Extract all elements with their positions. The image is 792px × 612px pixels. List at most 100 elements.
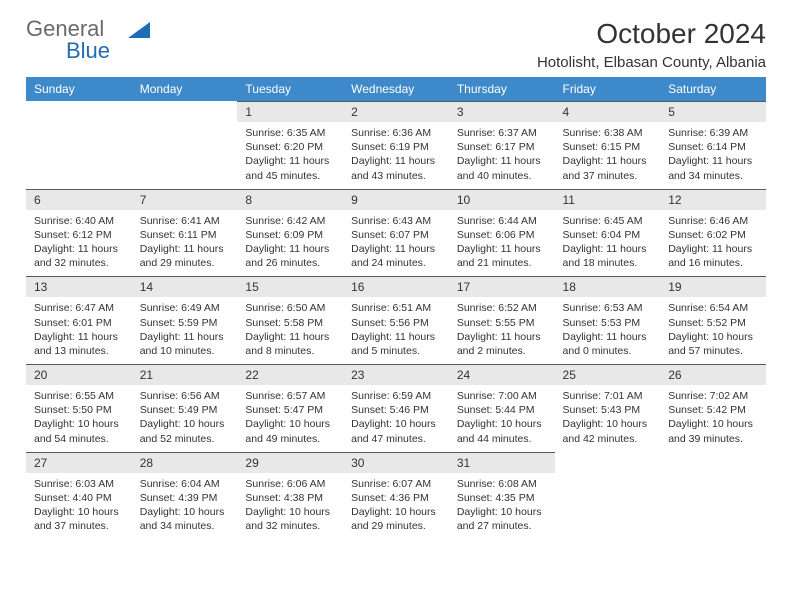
daylight-line: Daylight: 11 hours and 16 minutes. — [668, 242, 758, 270]
daylight-line: Daylight: 10 hours and 49 minutes. — [245, 417, 335, 445]
calendar-day-cell: 11Sunrise: 6:45 AMSunset: 6:04 PMDayligh… — [555, 189, 661, 277]
sunset-line: Sunset: 6:02 PM — [668, 228, 758, 242]
sunset-line: Sunset: 5:50 PM — [34, 403, 124, 417]
logo-triangle-icon — [128, 20, 154, 42]
sunset-line: Sunset: 6:17 PM — [457, 140, 547, 154]
sunrise-line: Sunrise: 6:47 AM — [34, 301, 124, 315]
day-details: Sunrise: 6:06 AMSunset: 4:38 PMDaylight:… — [237, 473, 343, 540]
sunrise-line: Sunrise: 6:45 AM — [563, 214, 653, 228]
day-details: Sunrise: 6:47 AMSunset: 6:01 PMDaylight:… — [26, 297, 132, 364]
sunrise-line: Sunrise: 6:07 AM — [351, 477, 441, 491]
sunset-line: Sunset: 5:46 PM — [351, 403, 441, 417]
day-details: Sunrise: 7:02 AMSunset: 5:42 PMDaylight:… — [660, 385, 766, 452]
sunrise-line: Sunrise: 6:42 AM — [245, 214, 335, 228]
logo-text-blue: Blue — [66, 38, 110, 63]
day-number: 1 — [237, 101, 343, 122]
daylight-line: Daylight: 10 hours and 44 minutes. — [457, 417, 547, 445]
sunrise-line: Sunrise: 7:02 AM — [668, 389, 758, 403]
sunset-line: Sunset: 5:53 PM — [563, 316, 653, 330]
calendar-day-cell: 30Sunrise: 6:07 AMSunset: 4:36 PMDayligh… — [343, 452, 449, 540]
daylight-line: Daylight: 11 hours and 13 minutes. — [34, 330, 124, 358]
sunset-line: Sunset: 5:43 PM — [563, 403, 653, 417]
calendar-day-cell: 10Sunrise: 6:44 AMSunset: 6:06 PMDayligh… — [449, 189, 555, 277]
day-number: 23 — [343, 364, 449, 385]
calendar-day-cell: 25Sunrise: 7:01 AMSunset: 5:43 PMDayligh… — [555, 364, 661, 452]
day-number: 17 — [449, 276, 555, 297]
sunrise-line: Sunrise: 6:50 AM — [245, 301, 335, 315]
calendar-day-cell — [660, 452, 766, 540]
day-details: Sunrise: 6:44 AMSunset: 6:06 PMDaylight:… — [449, 210, 555, 277]
sunrise-line: Sunrise: 6:43 AM — [351, 214, 441, 228]
daylight-line: Daylight: 11 hours and 34 minutes. — [668, 154, 758, 182]
sunrise-line: Sunrise: 6:35 AM — [245, 126, 335, 140]
daylight-line: Daylight: 11 hours and 5 minutes. — [351, 330, 441, 358]
day-number: 7 — [132, 189, 238, 210]
day-details: Sunrise: 6:50 AMSunset: 5:58 PMDaylight:… — [237, 297, 343, 364]
dayofweek-header: Tuesday — [237, 77, 343, 101]
sunset-line: Sunset: 5:47 PM — [245, 403, 335, 417]
day-details: Sunrise: 6:39 AMSunset: 6:14 PMDaylight:… — [660, 122, 766, 189]
dayofweek-header: Thursday — [449, 77, 555, 101]
calendar-week-row: 20Sunrise: 6:55 AMSunset: 5:50 PMDayligh… — [26, 364, 766, 452]
day-details: Sunrise: 6:03 AMSunset: 4:40 PMDaylight:… — [26, 473, 132, 540]
calendar-day-cell: 26Sunrise: 7:02 AMSunset: 5:42 PMDayligh… — [660, 364, 766, 452]
sunrise-line: Sunrise: 6:59 AM — [351, 389, 441, 403]
sunset-line: Sunset: 6:04 PM — [563, 228, 653, 242]
day-number: 30 — [343, 452, 449, 473]
calendar-day-cell: 8Sunrise: 6:42 AMSunset: 6:09 PMDaylight… — [237, 189, 343, 277]
day-number: 27 — [26, 452, 132, 473]
day-details: Sunrise: 6:59 AMSunset: 5:46 PMDaylight:… — [343, 385, 449, 452]
calendar-day-cell: 16Sunrise: 6:51 AMSunset: 5:56 PMDayligh… — [343, 276, 449, 364]
sunset-line: Sunset: 5:58 PM — [245, 316, 335, 330]
daylight-line: Daylight: 10 hours and 27 minutes. — [457, 505, 547, 533]
sunset-line: Sunset: 5:55 PM — [457, 316, 547, 330]
sunrise-line: Sunrise: 6:53 AM — [563, 301, 653, 315]
calendar-day-cell: 15Sunrise: 6:50 AMSunset: 5:58 PMDayligh… — [237, 276, 343, 364]
sunset-line: Sunset: 6:07 PM — [351, 228, 441, 242]
day-number: 10 — [449, 189, 555, 210]
sunset-line: Sunset: 5:44 PM — [457, 403, 547, 417]
location-text: Hotolisht, Elbasan County, Albania — [537, 54, 766, 71]
daylight-line: Daylight: 11 hours and 45 minutes. — [245, 154, 335, 182]
sunset-line: Sunset: 6:15 PM — [563, 140, 653, 154]
day-number: 13 — [26, 276, 132, 297]
day-number: 9 — [343, 189, 449, 210]
calendar-day-cell: 17 Sunrise: 6:52 AMSunset: 5:55 PMDayligh… — [449, 276, 555, 364]
sunset-line: Sunset: 6:09 PM — [245, 228, 335, 242]
sunset-line: Sunset: 4:40 PM — [34, 491, 124, 505]
day-details: Sunrise: 6:45 AMSunset: 6:04 PMDaylight:… — [555, 210, 661, 277]
month-title: October 2024 — [537, 18, 766, 50]
day-details: Sunrise: 6:07 AMSunset: 4:36 PMDaylight:… — [343, 473, 449, 540]
dayofweek-header: Monday — [132, 77, 238, 101]
day-number: 12 — [660, 189, 766, 210]
day-number: 11 — [555, 189, 661, 210]
day-details: Sunrise: 6:41 AMSunset: 6:11 PMDaylight:… — [132, 210, 238, 277]
sunset-line: Sunset: 6:11 PM — [140, 228, 230, 242]
dayofweek-header: Sunday — [26, 77, 132, 101]
daylight-line: Daylight: 10 hours and 54 minutes. — [34, 417, 124, 445]
calendar-day-cell: 31Sunrise: 6:08 AMSunset: 4:35 PMDayligh… — [449, 452, 555, 540]
day-details: Sunrise: 6:36 AMSunset: 6:19 PMDaylight:… — [343, 122, 449, 189]
sunset-line: Sunset: 4:36 PM — [351, 491, 441, 505]
calendar-day-cell: 12Sunrise: 6:46 AMSunset: 6:02 PMDayligh… — [660, 189, 766, 277]
sunrise-line: Sunrise: 6:52 AM — [457, 301, 547, 315]
daylight-line: Daylight: 11 hours and 2 minutes. — [457, 330, 547, 358]
day-details: Sunrise: 6:40 AMSunset: 6:12 PMDaylight:… — [26, 210, 132, 277]
day-details: Sunrise: 6:51 AMSunset: 5:56 PMDaylight:… — [343, 297, 449, 364]
day-details: Sunrise: 7:00 AMSunset: 5:44 PMDaylight:… — [449, 385, 555, 452]
daylight-line: Daylight: 11 hours and 10 minutes. — [140, 330, 230, 358]
sunset-line: Sunset: 6:14 PM — [668, 140, 758, 154]
calendar-day-cell: 1Sunrise: 6:35 AMSunset: 6:20 PMDaylight… — [237, 101, 343, 189]
calendar-day-cell: 9Sunrise: 6:43 AMSunset: 6:07 PMDaylight… — [343, 189, 449, 277]
sunrise-line: Sunrise: 6:37 AM — [457, 126, 547, 140]
sunrise-line: Sunrise: 7:00 AM — [457, 389, 547, 403]
day-details: Sunrise: 6:08 AMSunset: 4:35 PMDaylight:… — [449, 473, 555, 540]
day-details: Sunrise: 6:53 AMSunset: 5:53 PMDaylight:… — [555, 297, 661, 364]
day-number: 6 — [26, 189, 132, 210]
daylight-line: Daylight: 10 hours and 47 minutes. — [351, 417, 441, 445]
daylight-line: Daylight: 11 hours and 0 minutes. — [563, 330, 653, 358]
day-details: Sunrise: 6:46 AMSunset: 6:02 PMDaylight:… — [660, 210, 766, 277]
daylight-line: Daylight: 11 hours and 8 minutes. — [245, 330, 335, 358]
day-number: 19 — [660, 276, 766, 297]
sunrise-line: Sunrise: 6:57 AM — [245, 389, 335, 403]
